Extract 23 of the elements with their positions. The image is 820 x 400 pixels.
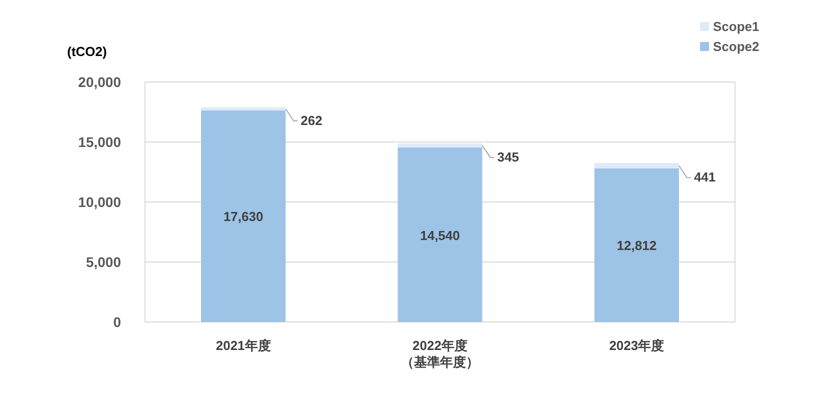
x-tick-label: 2023年度 — [609, 338, 664, 353]
bar — [594, 168, 679, 322]
y-tick-label: 0 — [113, 314, 122, 330]
bar — [594, 162, 679, 168]
x-tick-label: 2021年度 — [216, 338, 271, 353]
bar — [201, 107, 286, 110]
bar — [201, 110, 286, 322]
data-label: 14,540 — [420, 228, 460, 243]
data-label: 12,812 — [616, 238, 657, 254]
y-axis-title: (tCO2) — [67, 44, 107, 59]
data-label: 17,630 — [223, 209, 264, 224]
bar — [398, 148, 482, 322]
y-tick-label: 5,000 — [86, 254, 122, 270]
data-label: 345 — [497, 149, 519, 164]
legend-label: Scope2 — [713, 39, 760, 54]
bar — [398, 143, 482, 148]
y-tick-label: 10,000 — [78, 194, 122, 210]
y-tick-label: 15,000 — [78, 134, 122, 150]
data-label: 262 — [300, 112, 322, 128]
x-tick-label: 2022年度（基準年度） — [401, 338, 479, 370]
legend-label: Scope1 — [713, 19, 760, 34]
y-tick-label: 20,000 — [78, 74, 122, 90]
data-label: 441 — [694, 170, 716, 185]
